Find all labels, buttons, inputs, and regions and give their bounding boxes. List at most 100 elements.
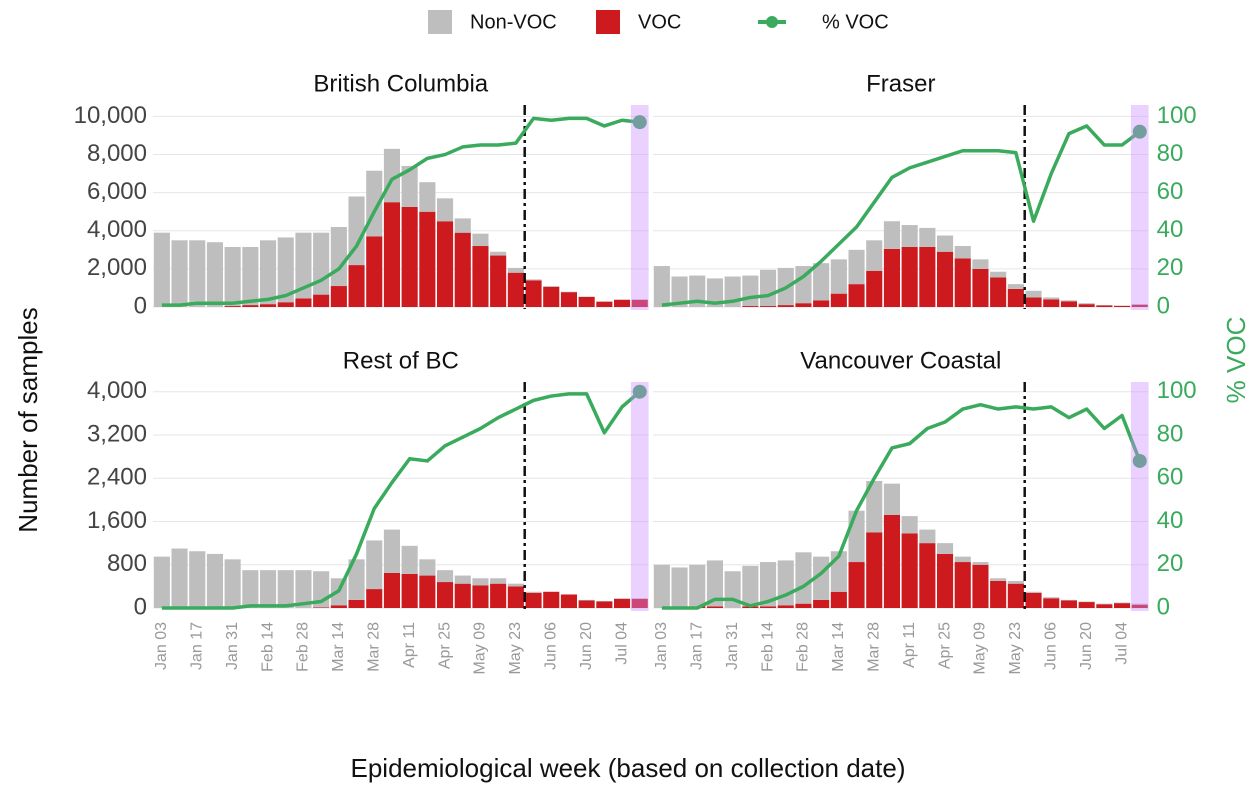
x-tick-label: Feb 28 (795, 622, 812, 672)
x-tick-label: Jun 06 (1042, 622, 1059, 670)
bar (383, 202, 400, 307)
bar (507, 583, 524, 587)
bar (525, 279, 542, 281)
legend-label: Non-VOC (470, 11, 557, 33)
bar (972, 562, 989, 565)
bar (1096, 603, 1113, 605)
y2-tick-label: 40 (1157, 507, 1184, 534)
bar (1114, 603, 1131, 608)
bar (313, 607, 330, 608)
line (161, 390, 641, 610)
y2-axis-label: % VOC (1221, 317, 1251, 404)
x-tick-label: Feb 14 (759, 622, 776, 672)
bar (295, 570, 312, 608)
y-tick-label: 1,600 (87, 507, 147, 534)
bar (242, 305, 259, 307)
bar (1060, 301, 1077, 307)
bar (543, 591, 560, 608)
x-tick-label: Jan 03 (653, 622, 670, 670)
line (661, 124, 1141, 307)
bar (795, 303, 812, 307)
bar (954, 562, 971, 608)
point (632, 384, 647, 399)
bar (525, 591, 542, 593)
highlight (630, 382, 649, 611)
bar (1078, 303, 1095, 305)
y2-tick-label: 20 (1157, 550, 1184, 577)
x-tick-label: Jul 04 (1113, 622, 1130, 665)
bar (830, 259, 847, 294)
bar (472, 233, 489, 247)
x-tick-label: Mar 28 (365, 622, 382, 672)
bar (1060, 599, 1077, 601)
bar (883, 248, 900, 307)
bar (313, 294, 330, 307)
bar (1114, 305, 1131, 307)
bar (830, 591, 847, 608)
bar (631, 598, 648, 599)
bar (706, 606, 723, 608)
bar (560, 292, 577, 307)
bar (760, 562, 777, 607)
bar (401, 545, 418, 574)
bar (653, 564, 670, 608)
panel-title: Rest of BC (343, 347, 459, 374)
bar (1096, 305, 1113, 307)
bar (507, 586, 524, 608)
bar (848, 249, 865, 285)
bar (706, 560, 723, 607)
x-tick-label: Apr 25 (436, 622, 453, 669)
bar (848, 510, 865, 563)
y2-tick-label: 0 (1157, 292, 1170, 319)
y2-tick-label: 60 (1157, 464, 1184, 491)
line (661, 402, 1142, 610)
bar (330, 286, 347, 307)
x-tick-label: May 09 (972, 622, 989, 675)
bar (578, 599, 595, 601)
y-tick-label: 2,000 (87, 254, 147, 281)
bar (631, 598, 648, 608)
y-tick-label: 10,000 (74, 102, 147, 129)
x-tick-label: Jun 06 (542, 622, 559, 670)
bar (206, 242, 223, 307)
bar (366, 589, 383, 608)
bar (954, 258, 971, 307)
bar (937, 235, 954, 252)
x-tick-label: Jan 03 (153, 622, 170, 670)
bar (507, 272, 524, 307)
y2-tick-label: 100 (1157, 377, 1197, 404)
bar (901, 246, 918, 307)
bar (224, 306, 241, 307)
bar (777, 305, 794, 307)
x-tick-label: May 09 (472, 622, 489, 675)
bar (242, 246, 259, 306)
bar (866, 480, 883, 533)
bar (742, 306, 759, 307)
bar (366, 540, 383, 590)
bar (348, 599, 365, 608)
bar (560, 594, 577, 608)
legend-label: % VOC (822, 11, 889, 33)
bar (1131, 304, 1148, 305)
panel-title: British Columbia (313, 70, 488, 97)
point (632, 115, 647, 130)
x-tick-label: Mar 14 (830, 622, 847, 672)
y-tick-label: 4,000 (87, 216, 147, 243)
x-tick-label: Apr 11 (901, 622, 918, 668)
y-tick-label: 800 (107, 550, 147, 577)
x-tick-label: Jan 31 (724, 622, 741, 670)
y2-tick-label: 0 (1157, 593, 1170, 620)
bar (990, 580, 1007, 608)
bar (348, 265, 365, 307)
bar (419, 211, 436, 307)
bar (260, 304, 277, 307)
bar (437, 221, 454, 307)
bar (277, 302, 294, 307)
highlight (630, 105, 649, 310)
bar (295, 232, 312, 299)
point (1132, 453, 1147, 468)
bar (760, 306, 777, 307)
bar (883, 515, 900, 608)
bar (653, 266, 670, 307)
bar (543, 286, 560, 307)
